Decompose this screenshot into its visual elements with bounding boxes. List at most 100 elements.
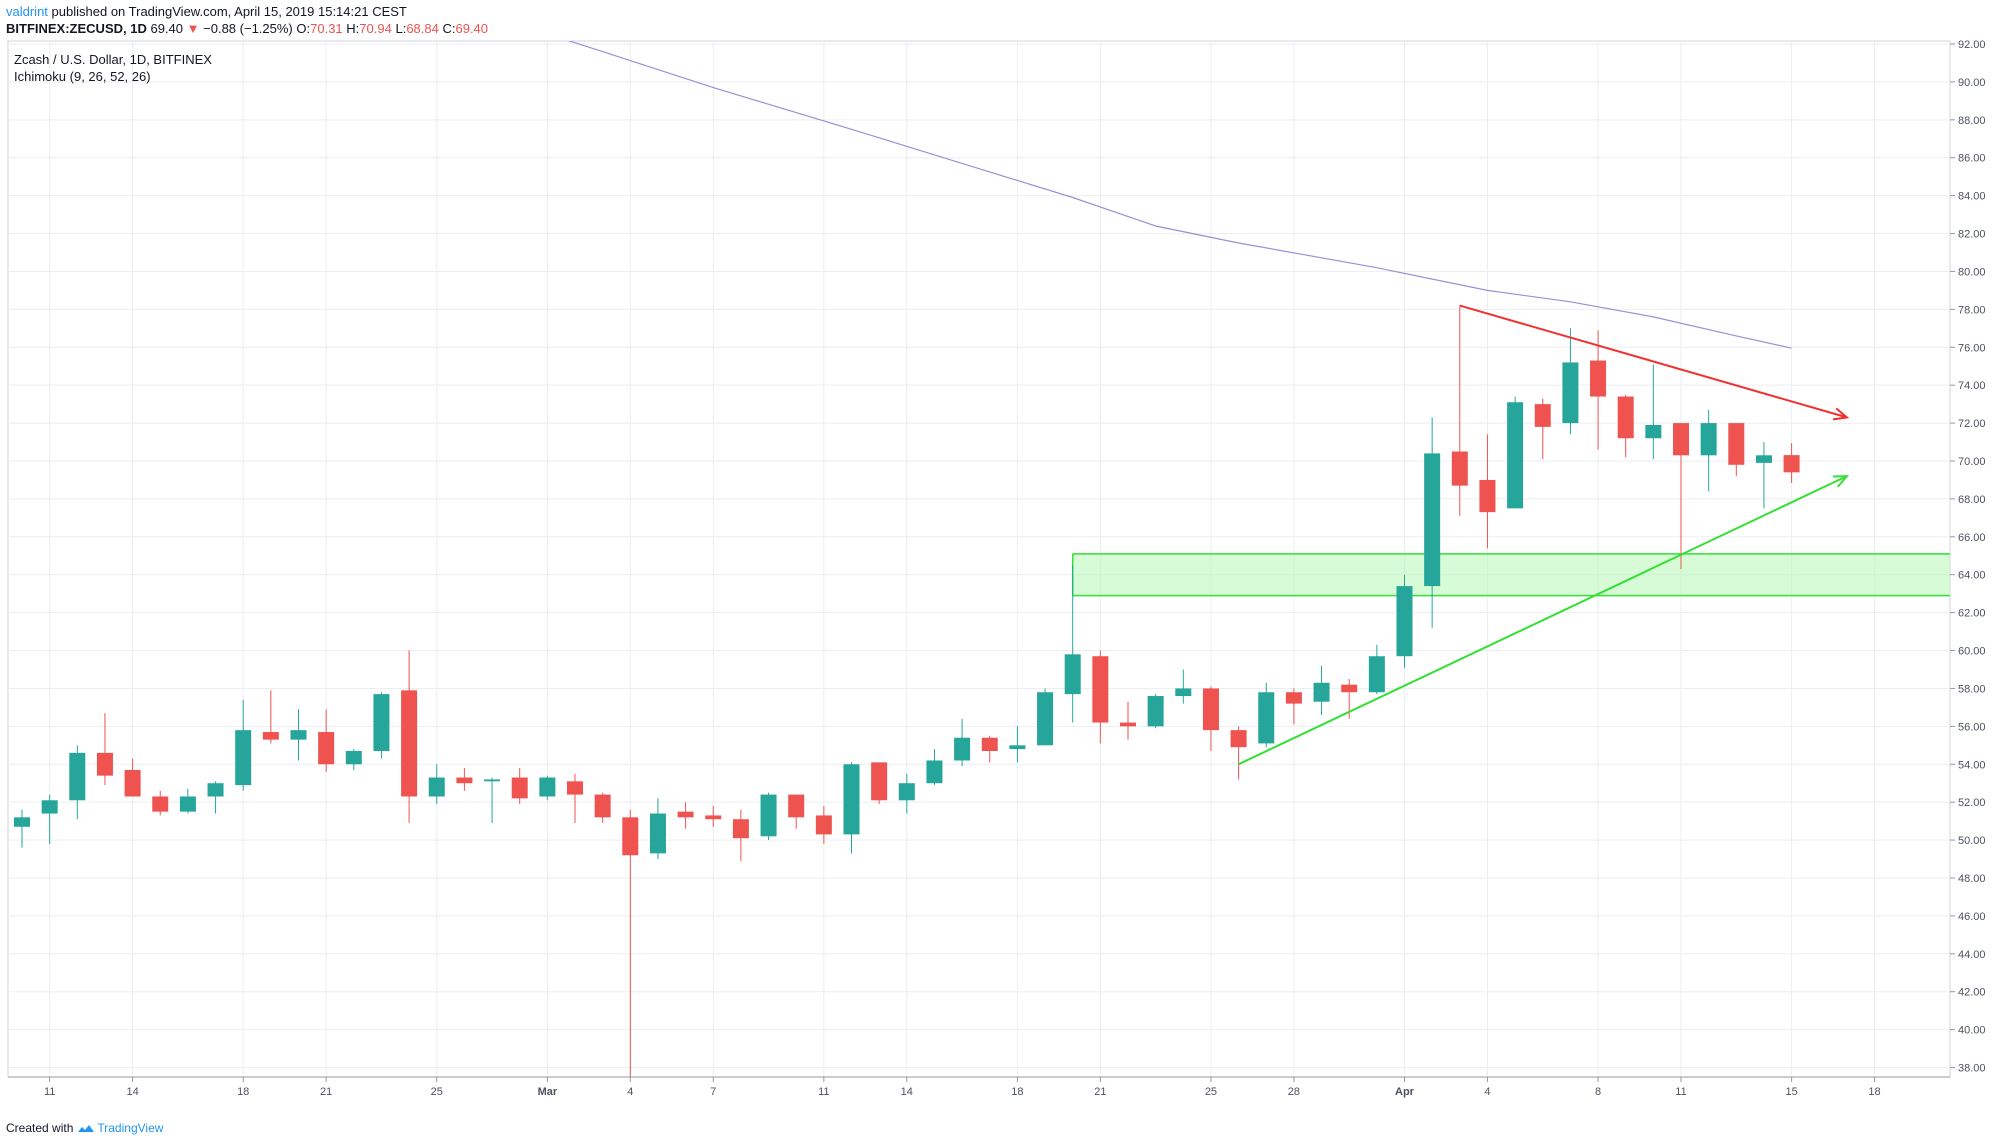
candle[interactable] xyxy=(898,773,915,814)
candle[interactable] xyxy=(1562,328,1579,435)
candle-body[interactable] xyxy=(622,817,639,856)
candle-body[interactable] xyxy=(594,794,611,818)
candle-body[interactable] xyxy=(318,732,335,765)
candle[interactable] xyxy=(1590,330,1607,450)
candle[interactable] xyxy=(1064,565,1081,723)
candle[interactable] xyxy=(1147,694,1164,729)
candle[interactable] xyxy=(1368,644,1385,695)
candle[interactable] xyxy=(1396,574,1413,668)
candle[interactable] xyxy=(41,794,58,844)
candle[interactable] xyxy=(1285,688,1302,725)
indicator-legend[interactable]: Ichimoku (9, 26, 52, 26) xyxy=(14,69,151,84)
support-zone[interactable] xyxy=(1072,553,1950,596)
candle-body[interactable] xyxy=(345,750,362,765)
ichimoku-span-line[interactable] xyxy=(520,25,1792,349)
candle[interactable] xyxy=(1534,398,1551,460)
resistance-trendline[interactable] xyxy=(1459,304,1848,419)
candle[interactable] xyxy=(428,764,445,805)
candle-body[interactable] xyxy=(1313,682,1330,702)
candle-body[interactable] xyxy=(677,811,694,818)
candle[interactable] xyxy=(981,735,998,763)
candle-body[interactable] xyxy=(815,815,832,835)
candle-body[interactable] xyxy=(788,794,805,818)
candle[interactable] xyxy=(1673,423,1689,570)
candle-body[interactable] xyxy=(1285,692,1302,704)
candle[interactable] xyxy=(649,798,666,860)
candle[interactable] xyxy=(760,792,777,841)
candle-body[interactable] xyxy=(1590,360,1607,397)
candle-body[interactable] xyxy=(567,781,583,795)
candle-body[interactable] xyxy=(1341,684,1358,693)
candle-body[interactable] xyxy=(373,694,390,751)
candle-body[interactable] xyxy=(1645,424,1662,439)
candle-body[interactable] xyxy=(14,817,30,827)
candle-body[interactable] xyxy=(1673,423,1689,456)
candle-body[interactable] xyxy=(290,730,307,740)
candle[interactable] xyxy=(1424,417,1441,628)
candle[interactable] xyxy=(954,718,971,767)
candle-body[interactable] xyxy=(1120,722,1136,727)
tradingview-link[interactable]: TradingView xyxy=(97,1121,164,1135)
time-axis[interactable]: 11 14 18 21 25 Mar 4 7 11 14 18 21 25 28 Apr 4 8 11 15 18 xyxy=(8,1076,1950,1098)
candle-body[interactable] xyxy=(1258,692,1275,744)
candle-body[interactable] xyxy=(1562,362,1579,424)
candle[interactable] xyxy=(511,768,528,805)
candle[interactable] xyxy=(152,790,169,816)
candle[interactable] xyxy=(1645,364,1662,460)
candle[interactable] xyxy=(318,709,335,772)
candle[interactable] xyxy=(1313,665,1330,715)
candle-body[interactable] xyxy=(1368,656,1385,693)
candle-body[interactable] xyxy=(1230,730,1247,748)
candle[interactable] xyxy=(290,709,307,761)
candle-body[interactable] xyxy=(41,800,58,814)
candle-body[interactable] xyxy=(401,690,418,797)
candle[interactable] xyxy=(1092,650,1109,744)
candle[interactable] xyxy=(1783,443,1800,483)
candle[interactable] xyxy=(1120,701,1136,740)
candle-body[interactable] xyxy=(1396,586,1413,657)
candle-body[interactable] xyxy=(207,783,224,797)
candle-body[interactable] xyxy=(1064,654,1081,695)
candle[interactable] xyxy=(622,809,639,1077)
candle-body[interactable] xyxy=(1451,451,1468,486)
candle[interactable] xyxy=(705,805,722,827)
candle-body[interactable] xyxy=(1534,404,1551,427)
candle[interactable] xyxy=(1451,305,1468,516)
candle-body[interactable] xyxy=(124,769,141,797)
candle-body[interactable] xyxy=(1507,402,1524,509)
candle[interactable] xyxy=(1175,669,1192,704)
candle-body[interactable] xyxy=(1728,423,1745,465)
candle[interactable] xyxy=(1700,409,1717,492)
candle[interactable] xyxy=(539,775,556,801)
candle-body[interactable] xyxy=(760,794,777,837)
candle-body[interactable] xyxy=(649,813,666,854)
candle-body[interactable] xyxy=(484,779,501,782)
author-link[interactable]: valdrint xyxy=(6,4,48,19)
candle-body[interactable] xyxy=(235,730,252,786)
candle-body[interactable] xyxy=(152,796,169,812)
candle-body[interactable] xyxy=(511,777,528,799)
candle-body[interactable] xyxy=(732,819,749,839)
candle[interactable] xyxy=(871,762,888,805)
candle[interactable] xyxy=(1507,396,1524,509)
candle[interactable] xyxy=(926,749,943,786)
candle-body[interactable] xyxy=(1202,688,1219,731)
candle-body[interactable] xyxy=(705,815,722,820)
candle[interactable] xyxy=(815,805,832,844)
candle-body[interactable] xyxy=(1783,455,1800,473)
candle[interactable] xyxy=(484,777,501,824)
candle[interactable] xyxy=(732,809,749,861)
candle-body[interactable] xyxy=(96,752,113,776)
candles[interactable] xyxy=(14,305,1800,1077)
candle-body[interactable] xyxy=(1755,455,1772,463)
candle[interactable] xyxy=(345,749,362,770)
candle-body[interactable] xyxy=(1617,396,1634,439)
candle[interactable] xyxy=(1202,686,1219,751)
candle[interactable] xyxy=(677,802,694,829)
candle[interactable] xyxy=(788,794,805,829)
trendlines[interactable] xyxy=(1238,304,1850,766)
candle[interactable] xyxy=(1617,394,1634,458)
candle[interactable] xyxy=(594,792,611,824)
candle[interactable] xyxy=(14,809,30,848)
